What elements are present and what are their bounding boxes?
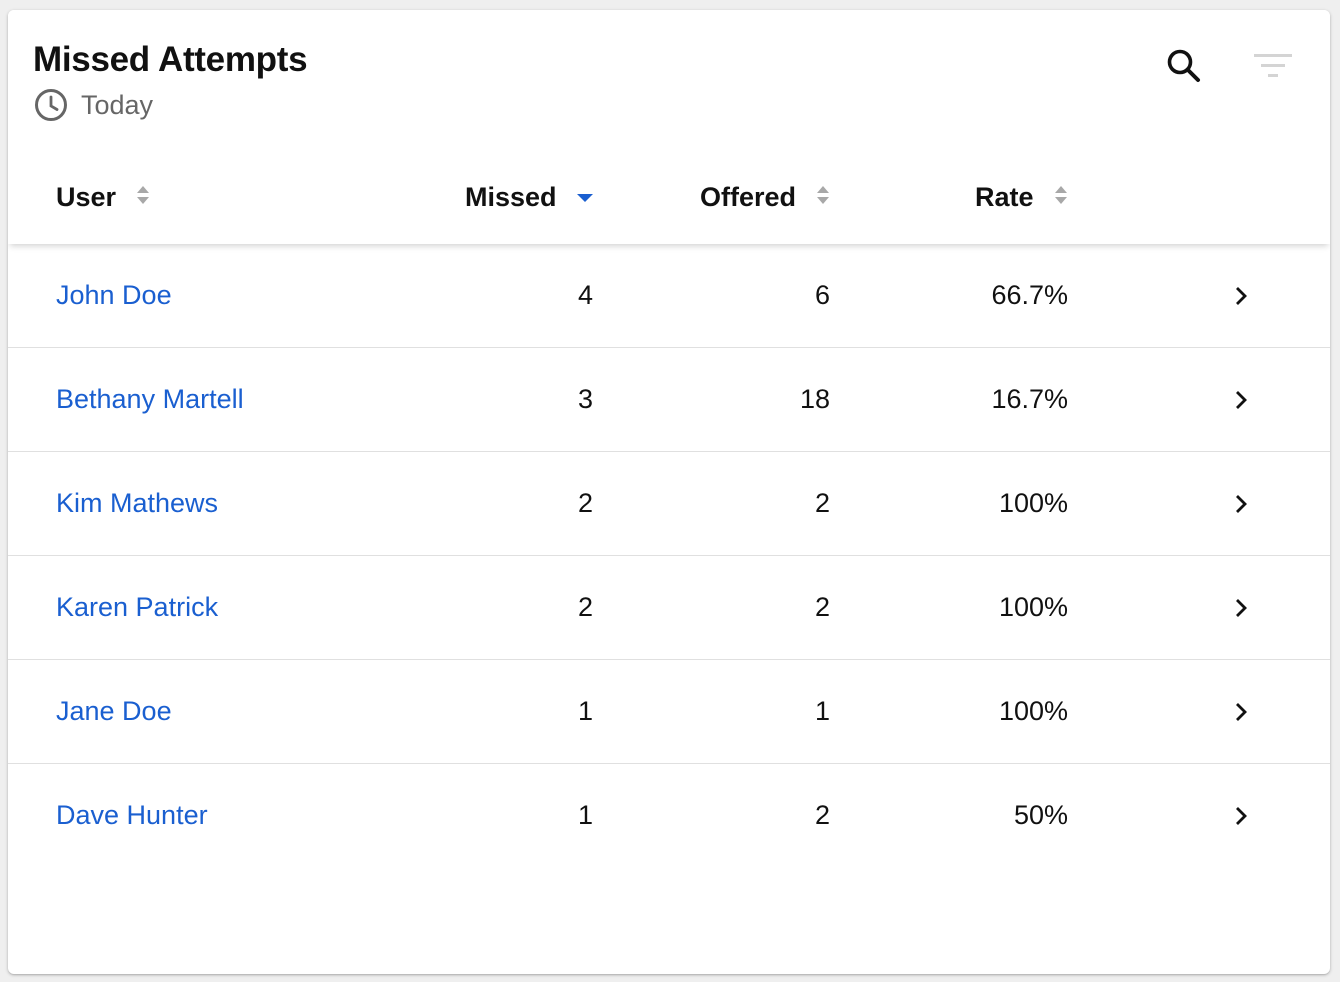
offered-count: 2 xyxy=(814,488,830,518)
offered-count: 2 xyxy=(814,592,830,622)
column-label-rate: Rate xyxy=(975,182,1034,212)
column-header-offered[interactable]: Offered xyxy=(700,182,830,213)
missed-rate: 50% xyxy=(1013,800,1068,830)
search-icon xyxy=(1165,47,1203,90)
table-body: John Doe 4 6 66.7% Bethany Martell 3 18 … xyxy=(8,244,1330,867)
missed-count: 3 xyxy=(577,384,593,414)
missed-count: 2 xyxy=(577,592,593,622)
user-link[interactable]: Jane Doe xyxy=(56,696,172,726)
missed-rate: 66.7% xyxy=(991,280,1068,310)
missed-count: 1 xyxy=(577,696,593,726)
column-label-missed: Missed xyxy=(465,182,557,212)
period-indicator: Today xyxy=(34,88,153,122)
missed-rate: 16.7% xyxy=(991,384,1068,414)
chevron-right-icon[interactable] xyxy=(1226,244,1256,347)
offered-count: 1 xyxy=(814,696,830,726)
column-header-rate[interactable]: Rate xyxy=(975,182,1068,213)
sort-unsorted-icon xyxy=(816,182,830,213)
offered-count: 2 xyxy=(814,800,830,830)
missed-rate: 100% xyxy=(998,696,1068,726)
period-label: Today xyxy=(81,89,154,120)
column-label-offered: Offered xyxy=(700,182,797,212)
sort-unsorted-icon xyxy=(136,182,150,213)
user-link[interactable]: Dave Hunter xyxy=(56,800,208,830)
card-title: Missed Attempts xyxy=(33,40,308,79)
user-link[interactable]: Karen Patrick xyxy=(56,592,219,622)
column-header-missed[interactable]: Missed xyxy=(465,182,593,213)
sort-unsorted-icon xyxy=(1054,182,1068,213)
filter-button[interactable] xyxy=(1249,44,1297,92)
missed-attempts-card: Missed Attempts Today xyxy=(8,10,1330,974)
missed-count: 1 xyxy=(577,800,593,830)
chevron-right-icon[interactable] xyxy=(1226,452,1256,555)
offered-count: 18 xyxy=(799,384,830,414)
user-link[interactable]: John Doe xyxy=(56,280,172,310)
missed-rate: 100% xyxy=(998,592,1068,622)
chevron-right-icon[interactable] xyxy=(1226,348,1256,451)
missed-count: 4 xyxy=(577,280,593,310)
offered-count: 6 xyxy=(814,280,830,310)
table-row[interactable]: Jane Doe 1 1 100% xyxy=(8,660,1330,764)
missed-rate: 100% xyxy=(998,488,1068,518)
table-row[interactable]: Bethany Martell 3 18 16.7% xyxy=(8,348,1330,452)
card-header: Missed Attempts Today xyxy=(8,10,1330,244)
filter-icon xyxy=(1253,51,1293,86)
chevron-right-icon[interactable] xyxy=(1226,764,1256,867)
user-link[interactable]: Bethany Martell xyxy=(56,384,244,414)
user-link[interactable]: Kim Mathews xyxy=(56,488,219,518)
search-button[interactable] xyxy=(1160,44,1208,92)
sort-descending-icon xyxy=(576,182,593,213)
table-row[interactable]: Dave Hunter 1 2 50% xyxy=(8,764,1330,867)
chevron-right-icon[interactable] xyxy=(1226,660,1256,763)
missed-count: 2 xyxy=(577,488,593,518)
table-row[interactable]: Karen Patrick 2 2 100% xyxy=(8,556,1330,660)
table-row[interactable]: Kim Mathews 2 2 100% xyxy=(8,452,1330,556)
table-row[interactable]: John Doe 4 6 66.7% xyxy=(8,244,1330,348)
column-header-user[interactable]: User xyxy=(56,182,150,213)
chevron-right-icon[interactable] xyxy=(1226,556,1256,659)
clock-icon xyxy=(34,88,68,122)
column-label-user: User xyxy=(56,182,117,212)
table-header: User Missed Offered xyxy=(8,170,1330,230)
